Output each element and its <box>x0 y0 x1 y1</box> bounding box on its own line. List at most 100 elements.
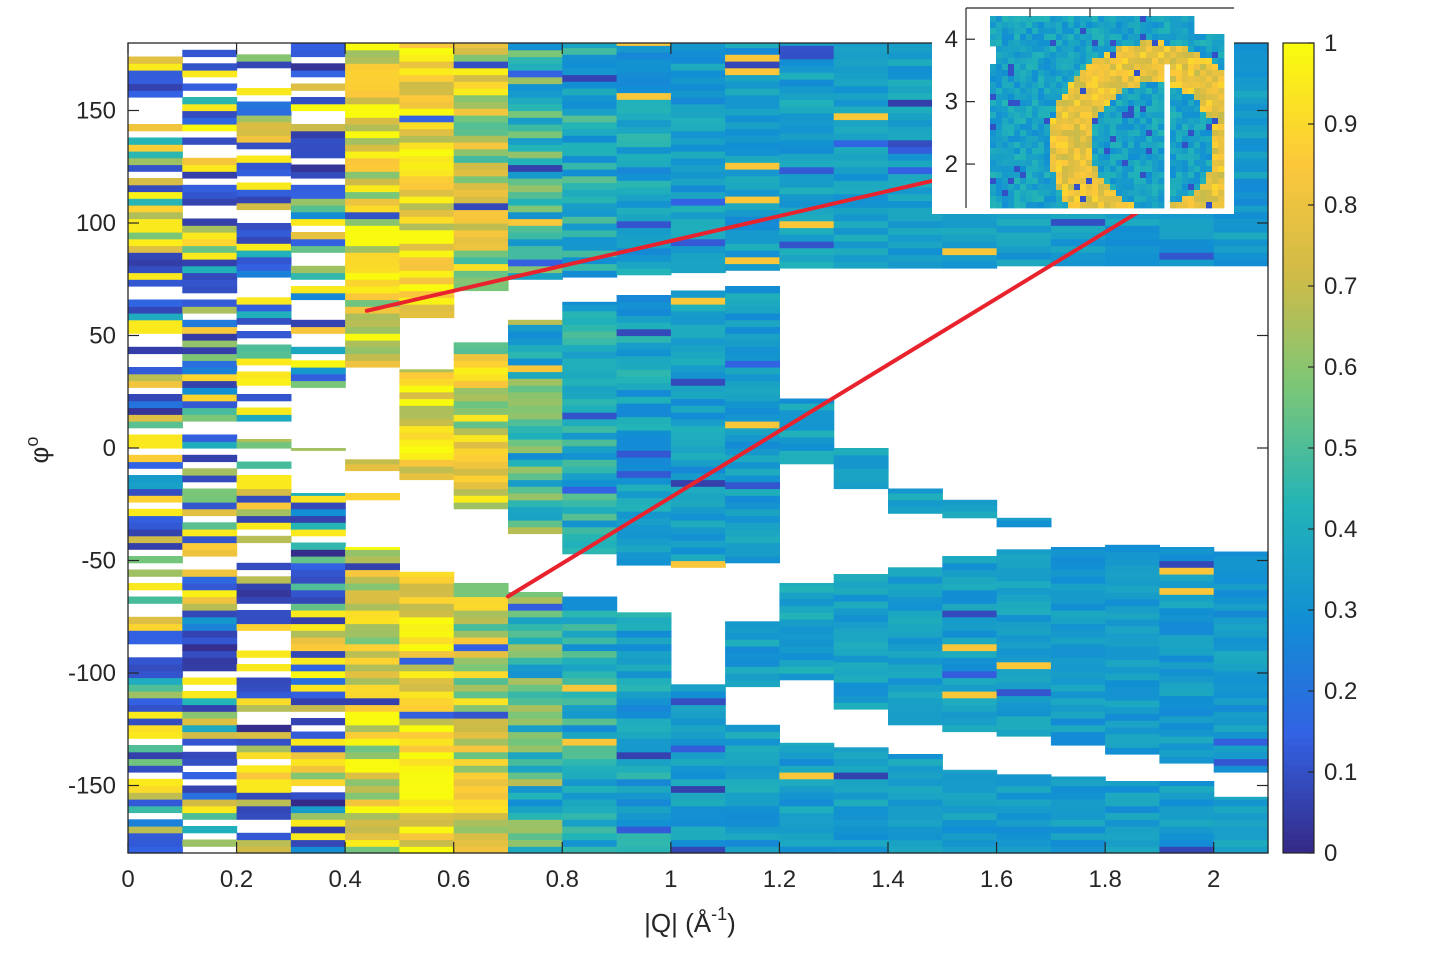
heatmap-cell <box>290 812 346 820</box>
y-tick-label: -150 <box>68 773 116 800</box>
inset-cell <box>1188 70 1195 77</box>
heatmap-cell <box>128 846 183 854</box>
heatmap-cell <box>399 596 455 604</box>
heatmap-cell <box>236 502 292 510</box>
colorbar-segment <box>1283 448 1314 456</box>
heatmap-cell <box>345 670 400 679</box>
heatmap-cell <box>1105 558 1160 566</box>
heatmap-cell <box>779 119 835 127</box>
inset-cell <box>1218 142 1225 149</box>
heatmap-cell <box>779 193 835 202</box>
inset-cell <box>996 112 1003 119</box>
colorbar-segment <box>1283 832 1314 840</box>
inset-cell <box>1008 112 1015 119</box>
heatmap-cell <box>942 718 998 726</box>
heatmap-cell <box>182 333 238 341</box>
heatmap-cell <box>779 639 835 647</box>
colorbar-segment <box>1283 407 1314 415</box>
heatmap-cell <box>1105 666 1160 674</box>
inset-cell <box>996 76 1003 83</box>
heatmap-cell <box>996 682 1052 690</box>
heatmap-cell <box>1159 792 1215 800</box>
inset-cell <box>1014 16 1021 23</box>
heatmap-cell <box>128 394 183 402</box>
inset-cell <box>1146 166 1153 173</box>
inset-cell <box>1050 196 1057 203</box>
heatmap-cell <box>128 731 183 739</box>
heatmap-cell <box>670 117 726 125</box>
inset-cell <box>1038 28 1045 35</box>
heatmap-cell <box>1050 259 1106 267</box>
inset-cell <box>1146 88 1153 95</box>
inset-cell <box>1080 64 1087 71</box>
heatmap-cell <box>562 304 618 312</box>
inset-cell <box>1068 148 1075 155</box>
heatmap-cell <box>996 668 1052 676</box>
inset-cell <box>1032 64 1039 71</box>
inset-cell <box>1176 34 1183 41</box>
heatmap-cell <box>616 146 672 154</box>
heatmap-cell <box>453 101 509 109</box>
heatmap-cell <box>1105 592 1160 600</box>
heatmap-cell <box>725 101 780 109</box>
inset-cell <box>1026 148 1033 155</box>
heatmap-cell <box>128 178 183 186</box>
inset-cell <box>990 22 997 29</box>
heatmap-cell <box>290 792 346 800</box>
inset-cell <box>1026 94 1033 101</box>
inset-cell <box>1122 172 1129 179</box>
heatmap-cell <box>562 677 618 685</box>
heatmap-cell <box>562 391 618 400</box>
heatmap-cell <box>725 250 780 258</box>
inset-cell <box>1116 130 1123 137</box>
inset-cell <box>1092 130 1099 137</box>
heatmap-cell <box>182 103 238 112</box>
heatmap-cell <box>833 99 889 107</box>
heatmap-cell <box>1213 110 1269 118</box>
inset-cell <box>1020 58 1027 65</box>
heatmap-cell <box>1213 745 1269 753</box>
heatmap-cell <box>942 261 998 269</box>
inset-cell <box>1086 118 1093 125</box>
heatmap-cell <box>1050 596 1106 604</box>
x-tick-label: 0.6 <box>437 866 470 893</box>
heatmap-cell <box>670 205 726 213</box>
heatmap-cell <box>888 119 943 127</box>
inset-cell <box>1098 148 1105 155</box>
inset-cell <box>1038 70 1045 77</box>
inset-cell <box>1098 28 1105 35</box>
heatmap-cell <box>616 799 672 807</box>
heatmap-cell <box>833 846 889 854</box>
heatmap-cell <box>508 486 563 494</box>
heatmap-cell <box>888 45 943 53</box>
heatmap-cell <box>670 252 726 260</box>
heatmap-cell <box>562 533 618 541</box>
inset-cell <box>1098 130 1105 137</box>
inset-cell <box>1194 40 1201 47</box>
colorbar-segment <box>1283 353 1314 361</box>
heatmap-cell <box>508 171 563 179</box>
colorbar-segment <box>1283 218 1314 226</box>
heatmap-cell <box>1213 43 1269 51</box>
inset-cell <box>1182 142 1189 149</box>
colorbar-segment <box>1283 83 1314 91</box>
heatmap-cell <box>128 434 183 442</box>
inset-cell <box>1134 88 1141 95</box>
heatmap-cell <box>1213 643 1269 652</box>
inset-cell <box>1050 154 1057 161</box>
colorbar-segment <box>1283 569 1314 577</box>
inset-cell <box>1176 142 1183 149</box>
inset-cell <box>1212 58 1219 65</box>
heatmap-cell <box>508 184 563 193</box>
inset-cell <box>1158 136 1165 143</box>
heatmap-cell <box>345 63 400 71</box>
heatmap-cell <box>1050 225 1106 233</box>
heatmap-cell <box>290 616 346 625</box>
inset-cell <box>1050 46 1057 53</box>
heatmap-cell <box>453 47 509 55</box>
heatmap-cell <box>670 691 726 699</box>
heatmap-cell <box>128 454 183 463</box>
inset-cell <box>1152 22 1159 29</box>
inset-cell <box>1062 106 1069 113</box>
